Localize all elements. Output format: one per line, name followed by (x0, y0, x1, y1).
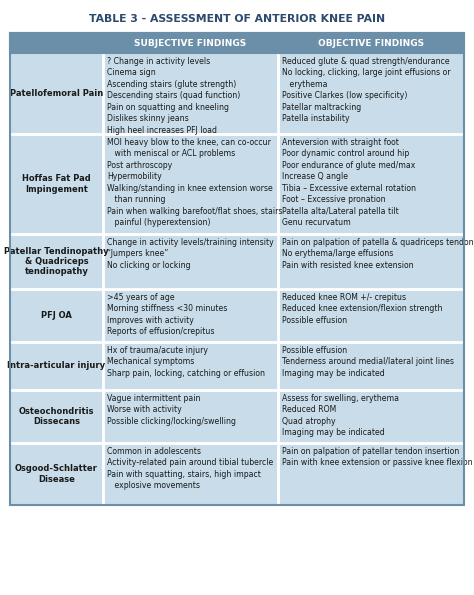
Text: >45 years of age
Morning stiffness <30 minutes
Improves with activity
Reports of: >45 years of age Morning stiffness <30 m… (107, 293, 228, 336)
Text: Reduced knee ROM +/- crepitus
Reduced knee extension/flexion strength
Possible e: Reduced knee ROM +/- crepitus Reduced kn… (282, 293, 442, 325)
Text: Pain on palpation of patellar tendon insertion
Pain with knee extension or passi: Pain on palpation of patellar tendon ins… (282, 447, 473, 468)
Bar (10, 234, 464, 289)
Text: Patellar Tendinopathy
& Quadriceps
tendinopathy: Patellar Tendinopathy & Quadriceps tendi… (4, 246, 109, 277)
Text: Vague intermittent pain
Worse with activity
Possible clicking/locking/swelling: Vague intermittent pain Worse with activ… (107, 394, 236, 426)
Text: MOI heavy blow to the knee, can co-occur
   with meniscal or ACL problems
Post a: MOI heavy blow to the knee, can co-occur… (107, 138, 283, 227)
Text: Anteversion with straight foot
Poor dynamic control around hip
Poor endurance of: Anteversion with straight foot Poor dyna… (282, 138, 416, 227)
Bar (10, 33, 464, 53)
Text: PFJ OA: PFJ OA (41, 311, 72, 320)
Bar (10, 443, 464, 505)
Text: Patellofemoral Pain: Patellofemoral Pain (10, 89, 103, 98)
Text: Intra-articular injury: Intra-articular injury (8, 362, 106, 371)
Bar (10, 33, 464, 53)
Bar (10, 289, 464, 342)
Text: Pain on palpation of patella & quadriceps tendon
No erythema/large effusions
Pai: Pain on palpation of patella & quadricep… (282, 238, 474, 270)
Bar (10, 390, 464, 443)
Text: Reduced glute & quad strength/endurance
No locking, clicking, large joint effusi: Reduced glute & quad strength/endurance … (282, 57, 450, 123)
Bar (10, 53, 464, 134)
Text: Hoffas Fat Pad
Impingement: Hoffas Fat Pad Impingement (22, 174, 91, 194)
Bar (10, 342, 464, 390)
Text: TABLE 3 - ASSESSMENT OF ANTERIOR KNEE PAIN: TABLE 3 - ASSESSMENT OF ANTERIOR KNEE PA… (89, 14, 385, 24)
Text: SUBJECTIVE FINDINGS: SUBJECTIVE FINDINGS (134, 39, 246, 48)
Text: OBJECTIVE FINDINGS: OBJECTIVE FINDINGS (318, 39, 424, 48)
Text: Change in activity levels/training intensity
“Jumpers knee”
No clicking or locki: Change in activity levels/training inten… (107, 238, 274, 270)
Bar (10, 33, 464, 505)
Text: Hx of trauma/acute injury
Mechanical symptoms
Sharp pain, locking, catching or e: Hx of trauma/acute injury Mechanical sym… (107, 346, 265, 378)
Bar (10, 134, 464, 234)
Text: Possible effusion
Tenderness around medial/lateral joint lines
Imaging may be in: Possible effusion Tenderness around medi… (282, 346, 454, 378)
Text: ? Change in activity levels
Cinema sign
Ascending stairs (glute strength)
Descen: ? Change in activity levels Cinema sign … (107, 57, 240, 134)
Text: Osteochondritis
Dissecans: Osteochondritis Dissecans (19, 407, 94, 426)
Text: Common in adolescents
Activity-related pain around tibial tubercle
Pain with squ: Common in adolescents Activity-related p… (107, 447, 273, 490)
Text: Osgood-Schlatter
Disease: Osgood-Schlatter Disease (15, 464, 98, 484)
Text: Assess for swelling, erythema
Reduced ROM
Quad atrophy
Imaging may be indicated: Assess for swelling, erythema Reduced RO… (282, 394, 399, 437)
